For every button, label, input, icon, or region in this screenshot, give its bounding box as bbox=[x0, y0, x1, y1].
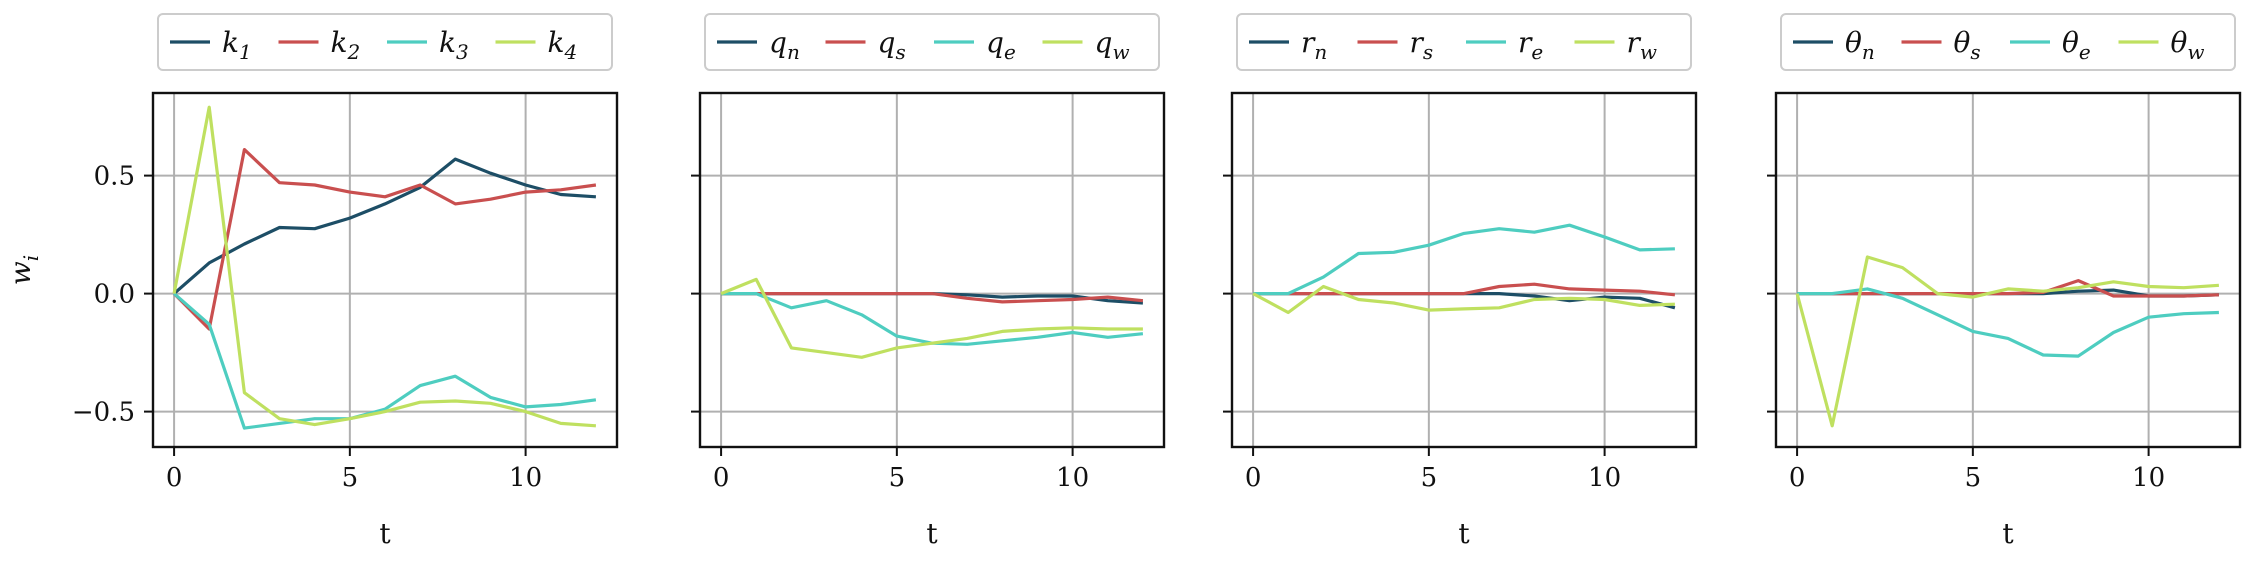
y-tick-label: 0.0 bbox=[94, 280, 135, 310]
legend-label-r-s: rs bbox=[1410, 26, 1434, 64]
legend-label-θ-w: θw bbox=[2171, 26, 2205, 64]
legend-label-sub: s bbox=[895, 40, 905, 64]
legend-label-k-1: k1 bbox=[222, 26, 252, 64]
legend-frame bbox=[1236, 13, 1692, 71]
legend-label-sub: 2 bbox=[346, 40, 360, 64]
legend: qn qs qe qw bbox=[704, 13, 1160, 71]
legend-frame bbox=[704, 13, 1160, 71]
legend-label-main: k bbox=[331, 26, 348, 59]
legend-label-sub: s bbox=[1423, 40, 1433, 64]
legend-frame bbox=[157, 13, 613, 71]
legend-label-sub: w bbox=[2187, 40, 2204, 64]
legend-label-r-w: rw bbox=[1627, 26, 1658, 64]
x-tick-label: 0 bbox=[1789, 463, 1806, 493]
series-line-θ-e bbox=[1797, 287, 2219, 358]
x-axis-title: t bbox=[2002, 517, 2014, 550]
legend-label-sub: w bbox=[1640, 40, 1657, 64]
legend-label-main: q bbox=[1095, 26, 1113, 59]
legend-label-main: θ bbox=[1845, 26, 1862, 59]
legend-label-sub: e bbox=[1531, 40, 1543, 64]
x-tick-label: 5 bbox=[1965, 463, 1982, 493]
plot-frame bbox=[1774, 91, 2242, 449]
series-line-k-1 bbox=[173, 157, 597, 295]
series-line-k-4 bbox=[172, 105, 597, 428]
legend-label-main: θ bbox=[2171, 26, 2188, 59]
x-axis-title: t bbox=[379, 517, 391, 550]
plot-frame bbox=[698, 91, 1166, 449]
legend-label-q-s: qs bbox=[878, 26, 906, 64]
legend-label-q-w: qw bbox=[1095, 26, 1130, 64]
legend-label-k-3: k3 bbox=[439, 26, 469, 64]
series-line-r-w bbox=[1252, 284, 1675, 315]
legend-label-q-e: qe bbox=[986, 26, 1016, 64]
legend-label-sub: w bbox=[1112, 40, 1129, 64]
series-line-θ-s bbox=[1797, 279, 2219, 298]
legend-label-r-n: rn bbox=[1301, 26, 1327, 64]
plot-frame bbox=[1230, 91, 1698, 449]
plot-frame bbox=[151, 91, 619, 449]
legend-frame bbox=[1780, 13, 2236, 71]
x-tick-label: 5 bbox=[1421, 463, 1438, 493]
y-axis-title: wi bbox=[4, 255, 43, 285]
legend-label-θ-s: θs bbox=[1954, 26, 1981, 64]
legend-label-k-4: k4 bbox=[548, 26, 578, 64]
x-tick-label: 10 bbox=[509, 463, 542, 493]
legend-label-q-n: qn bbox=[769, 26, 800, 64]
legend-label-sub: e bbox=[1004, 40, 1016, 64]
legend-label-sub: n bbox=[1862, 40, 1875, 64]
legend-label-main: r bbox=[1410, 26, 1425, 59]
legend-label-sub: 4 bbox=[563, 40, 577, 64]
y-axis-title-main: w bbox=[4, 261, 37, 285]
legend: rn rs re rw bbox=[1236, 13, 1692, 71]
legend-label-main: θ bbox=[1954, 26, 1971, 59]
x-tick-label: 5 bbox=[342, 463, 359, 493]
x-axis-title: t bbox=[1458, 517, 1470, 550]
legend-label-k-2: k2 bbox=[331, 26, 361, 64]
legend-label-main: k bbox=[439, 26, 456, 59]
legend-label-sub: e bbox=[2079, 40, 2091, 64]
legend-label-r-e: re bbox=[1518, 26, 1543, 64]
x-tick-label: 10 bbox=[1056, 463, 1089, 493]
legend: k1 k2 k3 k4 bbox=[157, 13, 613, 71]
x-tick-label: 10 bbox=[1588, 463, 1621, 493]
x-tick-label: 10 bbox=[2132, 463, 2165, 493]
legend-label-sub: 3 bbox=[456, 40, 469, 64]
x-tick-label: 0 bbox=[713, 463, 730, 493]
legend-label-main: r bbox=[1301, 26, 1316, 59]
legend-label-sub: n bbox=[1314, 40, 1327, 64]
legend-label-main: q bbox=[769, 26, 787, 59]
legend-label-sub: 1 bbox=[239, 40, 252, 64]
x-tick-label: 0 bbox=[166, 463, 183, 493]
legend-label-θ-n: θn bbox=[1845, 26, 1875, 64]
y-axis-title-sub: i bbox=[19, 255, 43, 261]
series-line-q-w bbox=[720, 277, 1143, 359]
x-tick-label: 5 bbox=[889, 463, 906, 493]
series-line-q-s bbox=[721, 292, 1144, 304]
legend-label-main: q bbox=[986, 26, 1004, 59]
y-tick-label: −0.5 bbox=[72, 398, 135, 428]
legend-label-main: k bbox=[222, 26, 239, 59]
legend-label-main: k bbox=[548, 26, 565, 59]
series-line-k-2 bbox=[172, 148, 597, 331]
legend-label-main: r bbox=[1518, 26, 1533, 59]
legend-label-main: r bbox=[1627, 26, 1642, 59]
legend-label-sub: n bbox=[787, 40, 800, 64]
series-line-r-e bbox=[1253, 223, 1675, 296]
legend-label-main: θ bbox=[2062, 26, 2079, 59]
series-line-k-3 bbox=[173, 292, 597, 430]
series-line-θ-w bbox=[1795, 255, 2220, 428]
legend: θn θs θe θw bbox=[1780, 13, 2236, 71]
legend-label-main: q bbox=[878, 26, 896, 59]
series-line-r-s bbox=[1253, 282, 1676, 297]
x-axis-title: t bbox=[926, 517, 938, 550]
legend-label-sub: s bbox=[1970, 40, 1980, 64]
x-tick-label: 0 bbox=[1245, 463, 1262, 493]
legend-label-θ-e: θe bbox=[2062, 26, 2091, 64]
y-tick-label: 0.5 bbox=[94, 162, 135, 192]
